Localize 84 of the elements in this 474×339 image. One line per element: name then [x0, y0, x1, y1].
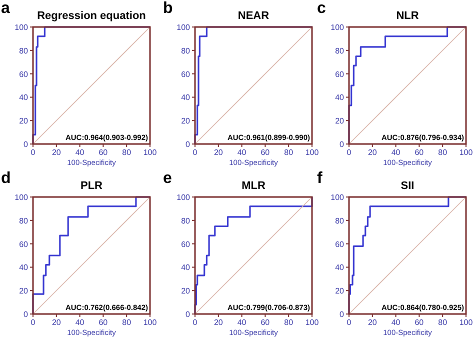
- chart-title: Regression equation: [37, 10, 146, 22]
- y-tick-label: 40: [181, 93, 191, 102]
- x-tick-label: 60: [260, 318, 270, 327]
- x-tick-label: 100: [143, 148, 158, 157]
- text: e: [163, 170, 172, 187]
- y-tick-label: 100: [14, 23, 29, 32]
- y-tick-label: 20: [335, 116, 345, 126]
- x-tick-label: 20: [214, 318, 224, 327]
- y-tick-label: 60: [181, 240, 191, 249]
- x-tick-label: 60: [414, 148, 424, 157]
- x-tick-label: 100: [459, 318, 474, 327]
- y-tick-label: 100: [176, 23, 191, 32]
- x-tick-label: 100: [459, 148, 474, 157]
- x-tick-label: 40: [237, 148, 247, 157]
- x-tick-label: 80: [284, 148, 294, 157]
- y-tick-label: 60: [335, 240, 345, 249]
- y-tick-label: 0: [340, 310, 345, 319]
- text: d: [1, 170, 11, 187]
- text: b: [163, 0, 173, 17]
- y-tick-label: 0: [24, 310, 29, 319]
- x-tick-label: 100: [143, 318, 158, 327]
- x-tick-label: 40: [237, 318, 247, 327]
- x-tick-label: 40: [391, 148, 401, 157]
- y-tick-label: 60: [335, 70, 345, 79]
- x-tick-label: 60: [98, 318, 108, 327]
- x-tick-label: 60: [98, 148, 108, 157]
- y-tick-label: 20: [19, 286, 29, 296]
- y-tick-label: 0: [340, 140, 345, 149]
- y-tick-label: 60: [19, 70, 29, 79]
- y-tick-label: 20: [181, 286, 191, 296]
- y-tick-label: 100: [330, 23, 345, 32]
- y-tick-label: 40: [335, 263, 345, 272]
- chart-title: NEAR: [238, 10, 270, 22]
- text: c: [317, 0, 326, 17]
- x-tick-label: 40: [75, 148, 85, 157]
- chart-title: MLR: [242, 180, 266, 192]
- x-tick-label: 0: [30, 148, 36, 157]
- y-tick-label: 20: [181, 116, 191, 126]
- x-tick-label: 80: [284, 318, 294, 327]
- x-tick-label: 0: [346, 318, 352, 327]
- x-tick-label: 80: [438, 318, 448, 327]
- y-tick-label: 40: [19, 93, 29, 102]
- x-tick-label: 80: [122, 148, 132, 157]
- chart-title: NLR: [396, 10, 419, 22]
- y-tick-label: 60: [19, 240, 29, 249]
- chart-title: SII: [400, 180, 414, 192]
- x-tick-label: 100: [305, 148, 320, 157]
- y-tick-label: 20: [19, 116, 29, 126]
- y-tick-label: 80: [19, 216, 29, 226]
- x-tick-label: 0: [192, 148, 198, 157]
- y-tick-label: 80: [181, 46, 191, 56]
- text: f: [317, 170, 323, 187]
- x-tick-label: 0: [346, 148, 352, 157]
- x-tick-label: 40: [75, 318, 85, 327]
- x-tick-label: 20: [368, 318, 378, 327]
- y-tick-label: 0: [24, 140, 29, 149]
- x-tick-label: 20: [52, 318, 62, 327]
- x-tick-label: 0: [192, 318, 198, 327]
- y-tick-label: 40: [335, 93, 345, 102]
- y-tick-label: 0: [186, 140, 191, 149]
- y-tick-label: 0: [186, 310, 191, 319]
- y-tick-label: 40: [19, 263, 29, 272]
- x-tick-label: 80: [438, 148, 448, 157]
- y-tick-label: 40: [181, 263, 191, 272]
- y-tick-label: 80: [181, 216, 191, 226]
- x-tick-label: 60: [414, 318, 424, 327]
- x-tick-label: 80: [122, 318, 132, 327]
- text: a: [1, 0, 10, 17]
- y-tick-label: 100: [176, 193, 191, 202]
- x-tick-label: 100: [305, 318, 320, 327]
- y-tick-label: 100: [330, 193, 345, 202]
- y-tick-label: 80: [19, 46, 29, 56]
- y-tick-label: 20: [335, 286, 345, 296]
- x-tick-label: 20: [52, 148, 62, 157]
- y-tick-label: 80: [335, 46, 345, 56]
- chart-title: PLR: [80, 180, 103, 192]
- x-tick-label: 60: [260, 148, 270, 157]
- x-tick-label: 40: [391, 318, 401, 327]
- y-tick-label: 100: [14, 193, 29, 202]
- y-tick-label: 60: [181, 70, 191, 79]
- x-tick-label: 0: [30, 318, 36, 327]
- y-tick-label: 80: [335, 216, 345, 226]
- x-tick-label: 20: [368, 148, 378, 157]
- x-tick-label: 20: [214, 148, 224, 157]
